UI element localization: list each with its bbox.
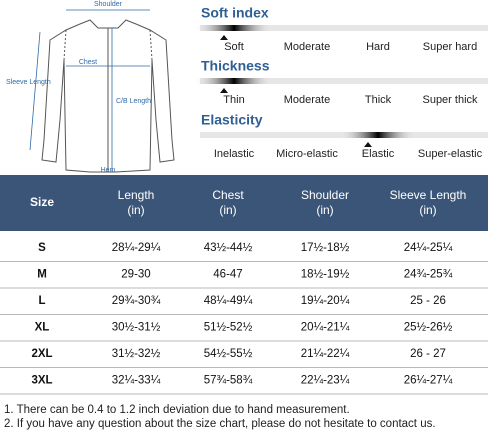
table-cell: 29-30 [121,269,150,281]
header-unit: (in) [127,203,144,217]
scale-option: Moderate [284,94,330,106]
header-cell: Length [118,188,155,202]
measure-lines [29,9,150,177]
table-cell: 2XL [31,348,52,360]
scale-bar [200,78,488,84]
note: 2. If you have any question about the si… [4,418,436,430]
table-cell: 28¼-29¼ [112,242,161,254]
scale-pointer [364,142,372,147]
table-cell: 32¼-33¼ [112,375,161,387]
scale-title: Soft index [201,5,269,21]
header-cell: Sleeve Length [390,188,467,202]
shirt-diagram [41,19,175,173]
table-cell: XL [35,322,50,334]
table-cell: 29¾-30¾ [112,295,161,307]
table-cell: 22¼-23¼ [301,375,350,387]
scale-option: Soft [224,41,244,53]
table-cell: 20¼-21¼ [301,322,350,334]
shoulder-label: Shoulder [94,1,123,8]
header-unit: (in) [419,203,436,217]
scale-option: Micro-elastic [276,148,338,160]
table-cell: 24¼-25¼ [404,242,453,254]
scale-option: Super thick [422,94,478,106]
scale-title: Thickness [201,58,270,74]
table-cell: 31½-32½ [112,348,161,360]
table-cell: 30½-31½ [112,322,161,334]
table-cell: 57¾-58¾ [204,375,253,387]
scale-option: Super hard [423,41,477,53]
table-cell: M [37,269,47,281]
header-unit: (in) [219,203,236,217]
scale-bar [200,25,488,31]
table-cell: 24¾-25¾ [404,269,453,281]
cb-label: C/B Length [116,98,151,105]
table-cell: 18½-19½ [301,269,350,281]
table-cell: S [38,242,46,254]
scale-marker [194,78,274,84]
table-header [0,175,488,231]
scale-option: Super-elastic [418,148,483,160]
table-cell: 25½-26½ [404,322,453,334]
scale-marker [194,25,274,31]
table-cell: 19¼-20¼ [301,295,350,307]
sleeve-label: Sleeve Length [6,79,51,86]
header-cell: Chest [212,188,244,202]
hem-label: Hem [101,167,116,174]
scale-option: Thin [223,94,244,106]
scale-pointer [220,35,228,40]
scale-option: Elastic [362,148,395,160]
chest-label: Chest [79,59,97,66]
scale-option: Hard [366,41,390,53]
scale-marker [338,132,418,138]
table-cell: 46-47 [213,269,242,281]
table-cell: 43½-44½ [204,242,253,254]
table-cell: 26¼-27¼ [404,375,453,387]
table-cell: 21¼-22¼ [301,348,350,360]
header-unit: (in) [316,203,333,217]
header-cell: Size [30,195,54,209]
table-cell: 3XL [31,375,52,387]
scale-option: Thick [365,94,392,106]
note: 1. There can be 0.4 to 1.2 inch deviatio… [4,404,350,416]
header-cell: Shoulder [301,188,349,202]
scale-option: Inelastic [214,148,255,160]
scale-title: Elasticity [201,112,263,128]
table-cell: 25 - 26 [410,295,446,307]
table-cell: 17½-18½ [301,242,350,254]
table-cell: 54½-55½ [204,348,253,360]
table-cell: 51½-52½ [204,322,253,334]
scale-option: Moderate [284,41,330,53]
table-cell: 48¼-49¼ [204,295,253,307]
table-cell: 26 - 27 [410,348,446,360]
scale-pointer [220,88,228,93]
table-cell: L [38,295,45,307]
